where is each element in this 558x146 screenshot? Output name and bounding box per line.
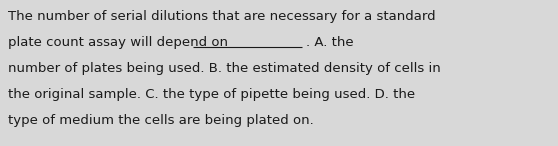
Text: plate count assay will depend on: plate count assay will depend on [8,36,232,49]
Text: . A. the: . A. the [306,36,354,49]
Text: number of plates being used. B. the estimated density of cells in: number of plates being used. B. the esti… [8,62,441,75]
Text: The number of serial dilutions that are necessary for a standard: The number of serial dilutions that are … [8,10,436,23]
Text: type of medium the cells are being plated on.: type of medium the cells are being plate… [8,114,314,127]
Text: the original sample. C. the type of pipette being used. D. the: the original sample. C. the type of pipe… [8,88,415,101]
